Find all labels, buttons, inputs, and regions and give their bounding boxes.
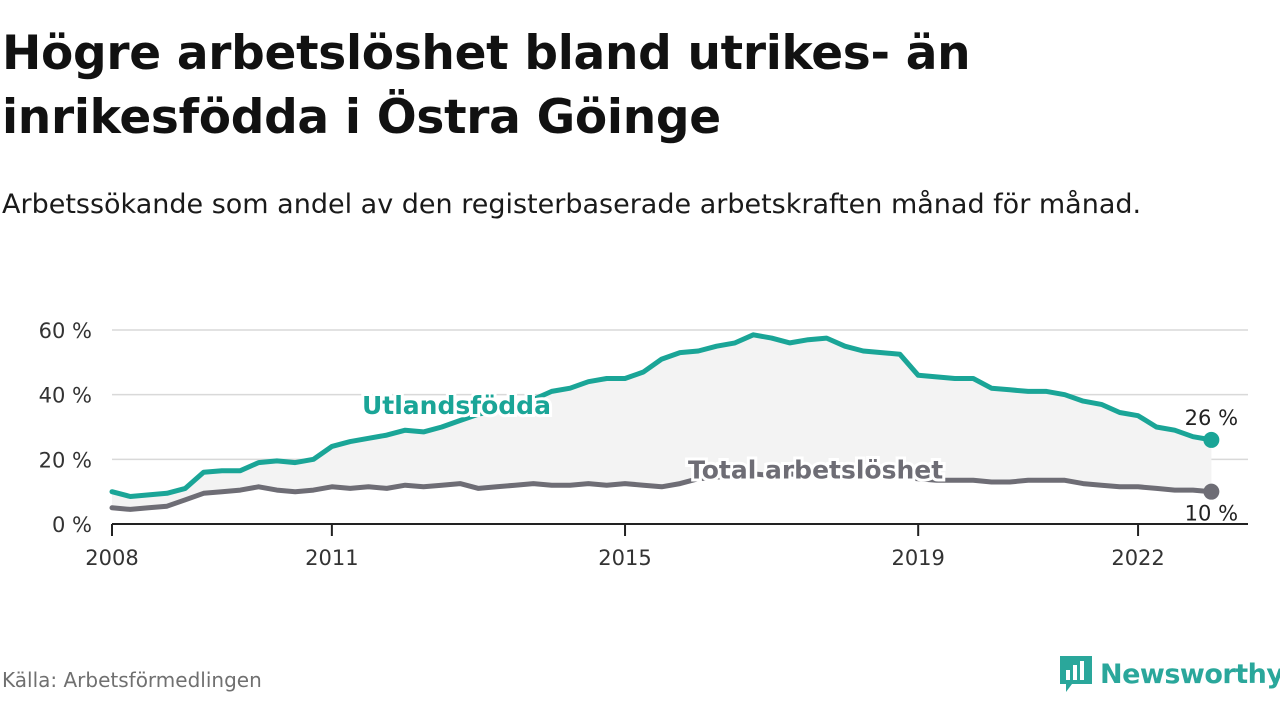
y-axis-ticks: 0 % 20 % 40 % 60 % [39, 319, 92, 537]
x-tick-label: 2008 [85, 546, 138, 570]
y-tick-label: 0 % [52, 513, 92, 537]
source-note: Källa: Arbetsförmedlingen [2, 668, 262, 692]
series-label-total-arbetsloshet: Total arbetslöshet [688, 456, 943, 485]
line-chart: 2008 2011 2015 2019 2022 0 % 20 % 40 % 60 % Utl… [39, 319, 1248, 570]
chart-subtitle: Arbetssökande som andel av den registerb… [2, 189, 1142, 220]
x-tick-label: 2011 [305, 546, 358, 570]
x-axis-ticks: 2008 2011 2015 2019 2022 [85, 524, 1165, 570]
brand-name: Newsworthy [1100, 658, 1280, 690]
chart-title: Högre arbetslöshet bland utrikes- än inr… [2, 26, 971, 145]
y-tick-label: 20 % [39, 448, 92, 472]
end-marker-utlandsfodda [1203, 431, 1220, 448]
end-marker-total-arbetsloshet [1203, 483, 1220, 500]
series-line-utlandsfodda [109, 332, 1214, 499]
end-value-label-utlandsfodda: 26 % [1185, 406, 1238, 430]
x-tick-label: 2015 [598, 546, 651, 570]
x-tick-label: 2019 [891, 546, 944, 570]
newsworthy-logo: Newsworthy [1058, 654, 1280, 694]
y-tick-label: 60 % [39, 319, 92, 343]
newsworthy-chart-icon [1060, 656, 1092, 692]
end-value-label-total-arbetsloshet: 10 % [1185, 502, 1238, 526]
series-line-total-arbetsloshet [109, 471, 1214, 512]
x-tick-label: 2022 [1111, 546, 1164, 570]
series-label-utlandsfodda: Utlandsfödda [362, 391, 551, 420]
y-tick-label: 40 % [39, 384, 92, 408]
